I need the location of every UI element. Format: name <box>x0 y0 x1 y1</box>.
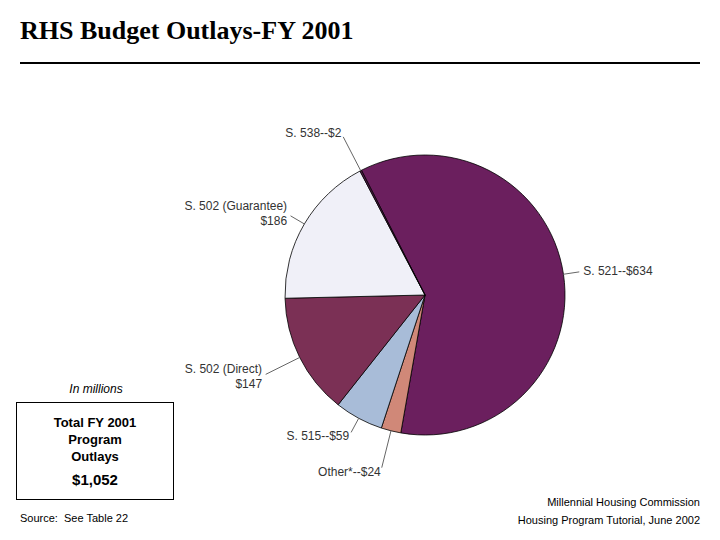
svg-text:S. 521--$634: S. 521--$634 <box>583 264 653 278</box>
html-text:Total FY 2001 Program Outlays: Total FY 2001 Program Outlays <box>53 415 137 464</box>
svg-text:S. 502 (Direct)$147: S. 502 (Direct)$147 <box>185 362 263 391</box>
svg-text:S. 515--$59: S. 515--$59 <box>287 429 350 443</box>
html-text:$1,052: $1,052 <box>72 471 118 488</box>
html-text:RHS Budget Outlays-FY 2001: RHS Budget Outlays-FY 2001 <box>20 16 354 45</box>
svg-text:S. 502 (Guarantee)$186: S. 502 (Guarantee)$186 <box>184 199 287 228</box>
svg-text:S. 538--$2: S. 538--$2 <box>285 126 341 140</box>
html-text:In millions: In millions <box>69 382 123 396</box>
html-text:Millennial Housing Commission: Millennial Housing Commission <box>547 496 700 508</box>
html-text:Housing Program Tutorial, June: Housing Program Tutorial, June 2002 <box>517 514 700 526</box>
html-text:Source: See Table 22: Source: See Table 22 <box>20 512 128 524</box>
svg-text:Other*--$24: Other*--$24 <box>318 465 381 479</box>
